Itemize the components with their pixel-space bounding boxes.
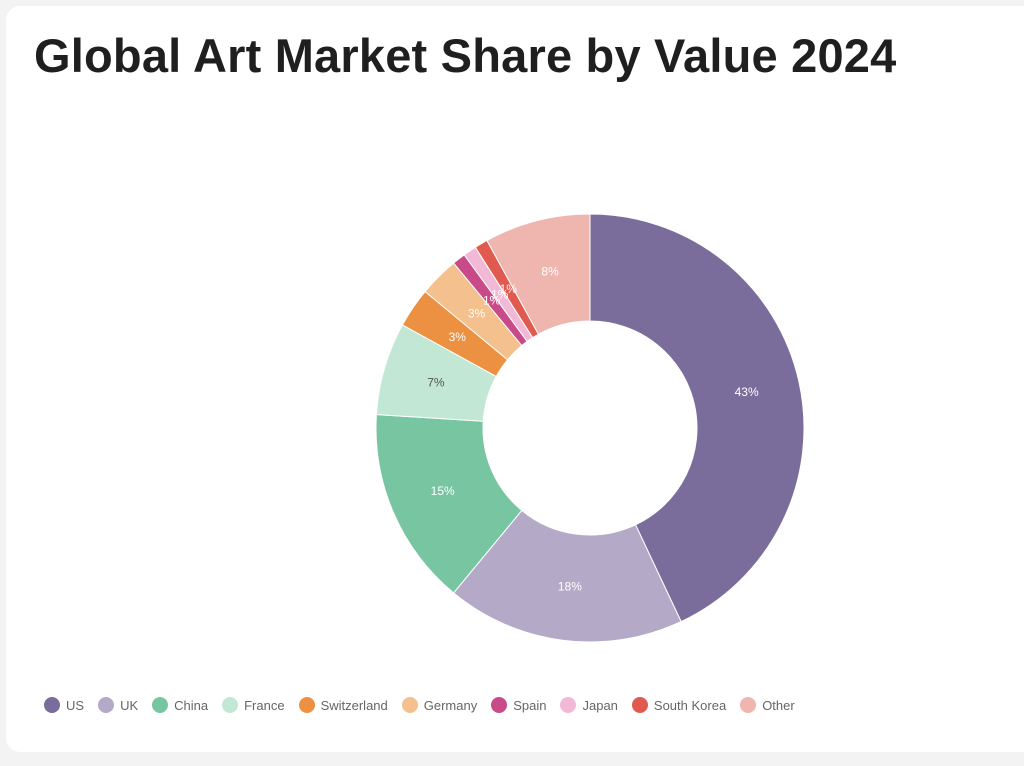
- legend-swatch: [740, 697, 757, 713]
- legend-label: Germany: [423, 697, 478, 713]
- legend-label: Japan: [582, 697, 618, 713]
- slice-china[interactable]: [375, 414, 523, 594]
- slice-label-south-korea: 1%: [500, 282, 518, 296]
- legend-label: UK: [120, 697, 139, 713]
- legend-swatch: [298, 697, 315, 713]
- legend-label: Spain: [513, 697, 547, 713]
- legend-item-france[interactable]: France: [222, 697, 285, 713]
- legend-item-other[interactable]: Other: [740, 697, 795, 713]
- legend-label: South Korea: [653, 697, 727, 713]
- labels-layer: 43%18%15%7%3%3%1%1%1%8%: [427, 265, 759, 594]
- legend-label: Switzerland: [320, 697, 388, 713]
- slice-label-us: 43%: [735, 385, 759, 399]
- legend-item-south-korea[interactable]: South Korea: [631, 697, 727, 713]
- legend-swatch: [631, 697, 648, 713]
- legend-item-germany[interactable]: Germany: [401, 697, 478, 713]
- slice-label-france: 7%: [427, 375, 445, 389]
- slice-label-switzerland: 3%: [449, 330, 467, 344]
- legend-swatch: [560, 697, 577, 713]
- legend-swatch: [491, 697, 508, 713]
- slice-label-germany: 3%: [468, 307, 486, 321]
- legend-item-switzerland[interactable]: Switzerland: [298, 697, 388, 713]
- legend: US UK China France Switzerland Germany Spain Ja…: [44, 697, 809, 713]
- legend-label: US: [66, 697, 85, 713]
- legend-swatch: [152, 697, 169, 713]
- legend-swatch: [98, 697, 115, 713]
- legend-swatch: [222, 697, 239, 713]
- legend-item-uk[interactable]: UK: [98, 697, 138, 713]
- slice-us[interactable]: [589, 213, 805, 623]
- slice-label-uk: 18%: [558, 579, 582, 593]
- legend-label: China: [174, 697, 209, 713]
- slice-label-spain: 1%: [483, 293, 501, 307]
- legend-swatch: [401, 697, 418, 713]
- chart-title: Global Art Market Share by Value 2024: [34, 29, 897, 82]
- slice-label-china: 15%: [431, 484, 455, 498]
- slice-other[interactable]: [486, 213, 591, 335]
- slices-layer: [375, 213, 805, 643]
- legend-item-us[interactable]: US: [44, 697, 84, 713]
- slice-label-other: 8%: [541, 265, 559, 279]
- slice-uk[interactable]: [452, 509, 682, 643]
- legend-label: France: [244, 697, 285, 713]
- legend-label: Other: [762, 697, 795, 713]
- legend-item-japan[interactable]: Japan: [560, 697, 618, 713]
- legend-swatch: [44, 697, 60, 713]
- slice-label-japan: 1%: [491, 287, 509, 301]
- legend-item-spain[interactable]: Spain: [491, 697, 546, 713]
- legend-item-china[interactable]: China: [152, 697, 208, 713]
